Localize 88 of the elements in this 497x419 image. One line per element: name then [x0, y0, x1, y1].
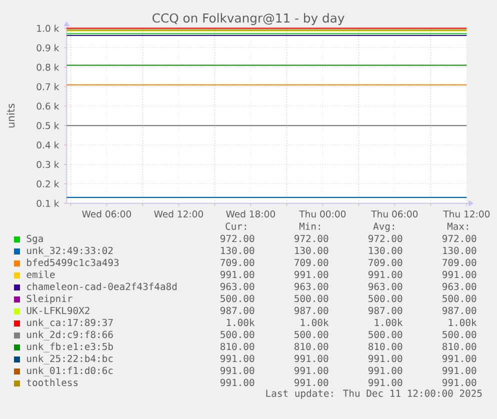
- x-tick-label: Wed 12:00: [154, 210, 204, 218]
- text: 500.00: [368, 330, 402, 338]
- text: 987.00: [220, 306, 254, 314]
- text: 709.00: [294, 258, 328, 266]
- legend-label: Sleipnir: [26, 294, 72, 304]
- text: Min:: [299, 222, 320, 230]
- text: 130.00: [221, 246, 254, 254]
- text: 991.00: [368, 366, 402, 374]
- text: 991.00: [442, 270, 476, 278]
- y-tick-label: 0.3 k: [36, 160, 60, 168]
- text: 709.00: [442, 258, 476, 266]
- legend-label: unk_2d:c9:f8:66: [27, 330, 113, 340]
- legend-label: unk_01:f1:d0:6c: [27, 366, 113, 376]
- text: 1.00k: [300, 318, 329, 326]
- text: 972.00: [368, 234, 402, 242]
- text: 500.00: [220, 330, 254, 338]
- y-tick-label: 0.7 k: [36, 83, 60, 90]
- text: 500.00: [294, 330, 328, 338]
- text: 810.00: [368, 342, 402, 350]
- text: 991.00: [220, 354, 254, 362]
- text: 709.00: [368, 258, 402, 266]
- text: 1.00k: [226, 318, 255, 326]
- text: Last update: Thu Dec 11 12:00:00 2025: [266, 389, 482, 399]
- y-tick-label: 0.5 k: [36, 122, 60, 130]
- text: 500.00: [442, 330, 476, 338]
- x-tick-label: Thu 12:00: [443, 210, 490, 218]
- y-tick-label: 0.1 k: [36, 200, 60, 207]
- legend-label: UK-LFKL90X2: [26, 306, 90, 314]
- text: 1.00k: [448, 318, 477, 326]
- text: 500.00: [368, 294, 402, 302]
- text: 963.00: [220, 282, 254, 290]
- legend-label: unk_32:49:33:02: [27, 246, 113, 256]
- text: 991.00: [442, 378, 476, 386]
- text: 991.00: [442, 354, 476, 362]
- text: 987.00: [294, 306, 328, 314]
- text: 810.00: [442, 342, 476, 350]
- y-tick-label: 0.4 k: [36, 141, 60, 149]
- legend-label: emile: [26, 270, 55, 278]
- text: 991.00: [368, 270, 402, 278]
- text: Avg:: [373, 222, 394, 232]
- text: 500.00: [220, 294, 254, 302]
- text: 1.00k: [374, 318, 403, 326]
- x-tick-label: Thu 06:00: [371, 210, 418, 218]
- text: 972.00: [220, 234, 254, 242]
- text: 810.00: [294, 342, 328, 350]
- legend-label: bfed5499c1c3a493: [27, 258, 119, 266]
- text: 991.00: [294, 354, 328, 362]
- text: 987.00: [368, 306, 402, 314]
- y-tick-label: 1.0 k: [37, 24, 60, 32]
- text: 991.00: [368, 378, 402, 386]
- text: 991.00: [368, 354, 402, 362]
- y-tick-label: 0.2 k: [36, 180, 60, 188]
- text: 500.00: [442, 294, 476, 302]
- legend-label: unk_fb:e1:e3:5b: [27, 342, 113, 352]
- text: Max:: [447, 222, 468, 230]
- legend-label: toothless: [26, 378, 78, 386]
- text: 991.00: [220, 378, 254, 386]
- text: 987.00: [442, 306, 476, 314]
- text: 130.00: [443, 246, 476, 254]
- text: 991.00: [294, 270, 328, 278]
- y-axis-title: units: [6, 104, 15, 128]
- text: 991.00: [294, 378, 328, 386]
- text: 130.00: [295, 246, 328, 254]
- text: 963.00: [442, 282, 476, 290]
- text: 991.00: [220, 270, 254, 278]
- text: 991.00: [294, 366, 328, 374]
- legend-label: Sga: [26, 234, 43, 244]
- legend-label: unk_25:22:b4:bc: [27, 354, 113, 364]
- text: Cur:: [226, 222, 246, 230]
- text: 963.00: [294, 282, 328, 290]
- x-tick-label: Wed 18:00: [226, 210, 276, 218]
- text: 130.00: [369, 246, 402, 254]
- text: 709.00: [220, 258, 254, 266]
- text: 500.00: [294, 294, 328, 302]
- chart-title: CCQ on Folkvangr@11 - by day: [152, 13, 344, 26]
- text: 972.00: [294, 234, 328, 242]
- text: 991.00: [442, 366, 476, 374]
- y-tick-label: 0.6 k: [36, 102, 60, 110]
- y-tick-label: 0.8 k: [36, 64, 60, 71]
- legend-label: unk_ca:17:89:37: [27, 318, 113, 328]
- text: 963.00: [368, 282, 402, 290]
- y-tick-label: 0.9 k: [36, 44, 60, 52]
- text: 972.00: [442, 234, 476, 242]
- text: 991.00: [220, 366, 254, 374]
- x-tick-label: Thu 00:00: [299, 210, 346, 218]
- x-tick-label: Wed 06:00: [82, 210, 132, 218]
- legend-label: chameleon-cad-0ea2f43f4a8d: [27, 282, 177, 290]
- text: 810.00: [220, 342, 254, 350]
